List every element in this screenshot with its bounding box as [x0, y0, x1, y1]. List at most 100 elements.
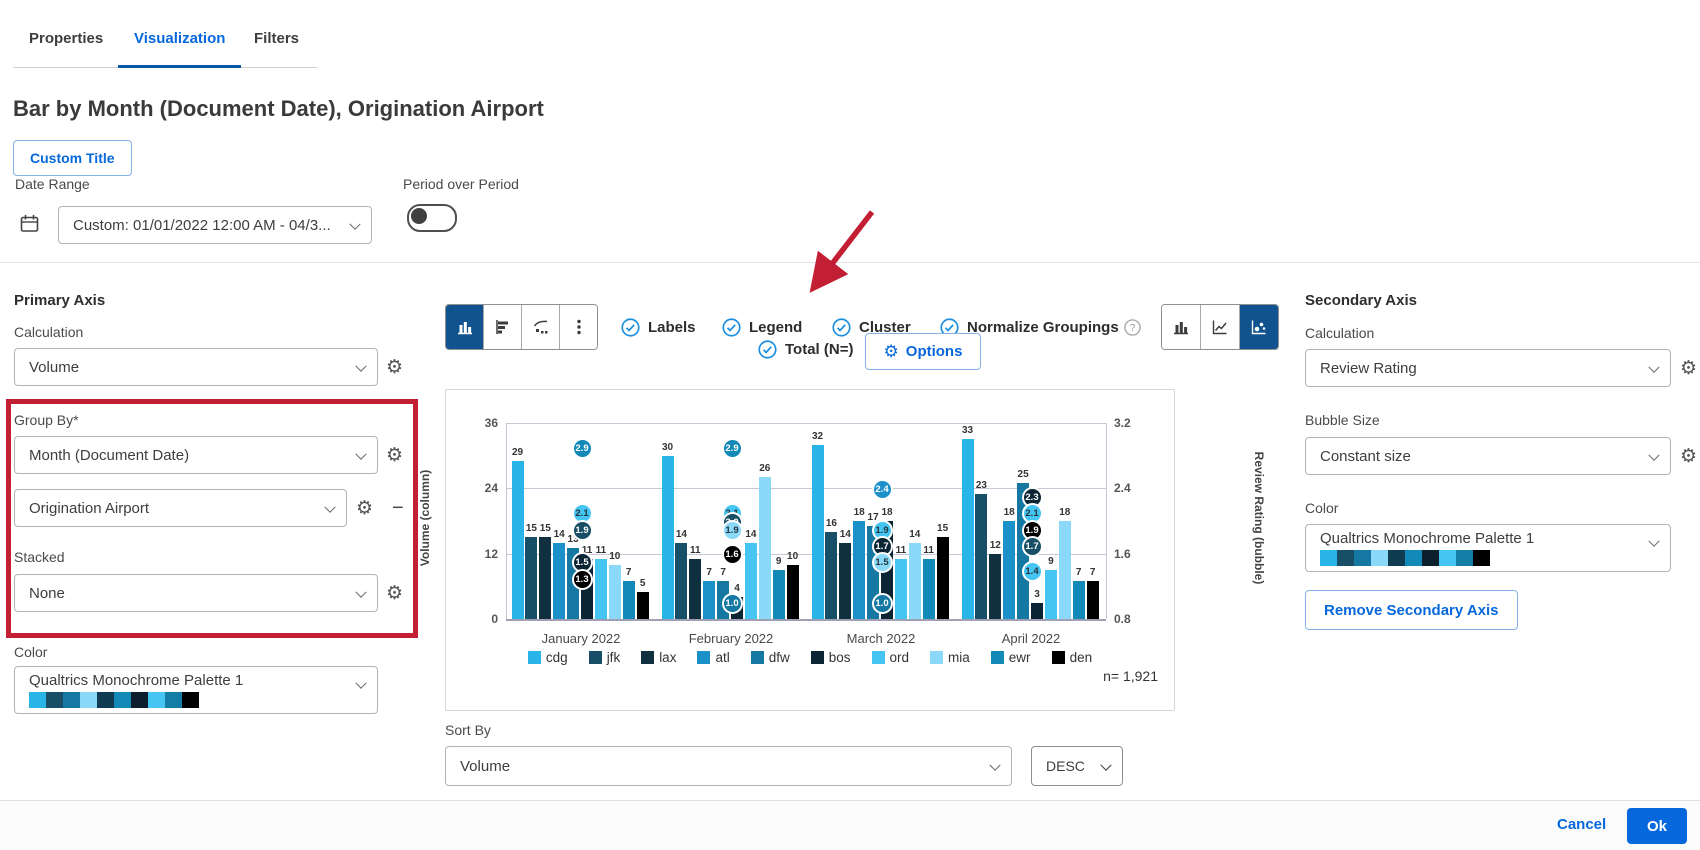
bar-ord[interactable] — [1044, 570, 1057, 619]
bar-mia[interactable] — [758, 477, 771, 619]
calendar-icon[interactable] — [19, 213, 40, 239]
bubble-size-gear-icon[interactable]: ⚙ — [1680, 446, 1698, 467]
bubble[interactable]: 1.6 — [721, 544, 743, 566]
group-by-2-gear-icon[interactable]: ⚙ — [356, 498, 374, 519]
primary-color-value: Qualtrics Monochrome Palette 1 — [29, 672, 244, 689]
cluster-checkbox[interactable]: Cluster — [832, 318, 911, 337]
bar-ewr[interactable] — [622, 580, 635, 619]
bar-lax[interactable] — [839, 542, 852, 619]
secondary-color-dropdown[interactable]: Qualtrics Monochrome Palette 1 — [1305, 524, 1671, 572]
bar-cdg[interactable] — [961, 439, 974, 619]
bar-lax[interactable] — [689, 559, 702, 619]
bar-lax[interactable] — [989, 553, 1002, 619]
bar-jfk[interactable] — [825, 531, 838, 619]
y-axis-tick: 0 — [491, 612, 498, 626]
horizontal-bar-chart-button[interactable] — [484, 305, 522, 349]
bubble[interactable]: 2.9 — [721, 438, 743, 459]
bubble-size-dropdown[interactable]: Constant size — [1305, 437, 1671, 475]
labels-checkbox[interactable]: Labels — [621, 318, 696, 337]
bar-den[interactable] — [936, 537, 949, 619]
bubble[interactable]: 1.3 — [571, 568, 593, 590]
combo-chart-button[interactable] — [522, 305, 560, 349]
bar-jfk[interactable] — [975, 493, 988, 619]
tab-properties[interactable]: Properties — [29, 30, 104, 47]
legend-item[interactable]: cdg — [527, 650, 568, 665]
more-chart-types-button[interactable] — [560, 305, 597, 349]
bar-atl[interactable] — [853, 521, 866, 619]
group-by-dropdown-1[interactable]: Month (Document Date) — [14, 436, 378, 474]
bar-mia[interactable] — [1058, 521, 1071, 619]
secondary-column-chart-button[interactable] — [1162, 305, 1201, 349]
bar-ord[interactable] — [594, 559, 607, 619]
bubble[interactable]: 1.4 — [1021, 560, 1043, 582]
stacked-gear-icon[interactable]: ⚙ — [386, 583, 404, 604]
secondary-calculation-dropdown[interactable]: Review Rating — [1305, 349, 1671, 387]
bar-den[interactable] — [786, 564, 799, 619]
check-circle-icon — [940, 318, 959, 337]
custom-title-button[interactable]: Custom Title — [13, 140, 132, 176]
bubble[interactable]: 1.7 — [1021, 536, 1043, 557]
legend-item[interactable]: atl — [697, 650, 730, 665]
legend-item[interactable]: ewr — [990, 650, 1031, 665]
normalize-groupings-checkbox[interactable]: Normalize Groupings — [940, 318, 1119, 337]
bubble[interactable]: 1.9 — [721, 519, 743, 541]
bar-lax[interactable] — [539, 537, 552, 619]
bar-mia[interactable] — [608, 564, 621, 619]
bar-den[interactable] — [636, 591, 649, 619]
legend-item[interactable]: lax — [641, 650, 676, 665]
options-button[interactable]: ⚙ Options — [865, 333, 981, 370]
bar-ewr[interactable] — [922, 559, 935, 619]
bar-atl[interactable] — [1003, 521, 1016, 619]
bar-atl[interactable] — [553, 542, 566, 619]
cancel-button[interactable]: Cancel — [1557, 816, 1607, 833]
bubble[interactable]: 2.1 — [571, 503, 593, 525]
legend-item[interactable]: den — [1051, 650, 1092, 665]
secondary-calculation-gear-icon[interactable]: ⚙ — [1680, 358, 1698, 379]
legend-item[interactable]: jfk — [588, 650, 620, 665]
tab-filters[interactable]: Filters — [254, 30, 300, 47]
tab-visualization[interactable]: Visualization — [134, 30, 226, 47]
date-range-dropdown[interactable]: Custom: 01/01/2022 12:00 AM - 04/3... — [58, 206, 372, 244]
bar-jfk[interactable] — [525, 537, 538, 619]
primary-color-dropdown[interactable]: Qualtrics Monochrome Palette 1 — [14, 666, 378, 714]
bar-ewr[interactable] — [1072, 580, 1085, 619]
bubble[interactable]: 2.4 — [871, 478, 893, 500]
bar-den[interactable] — [1086, 580, 1099, 619]
bar-mia[interactable] — [908, 542, 921, 619]
remove-group-by-minus-icon[interactable]: − — [392, 497, 404, 519]
bubble[interactable]: 1.0 — [721, 593, 743, 615]
bar-bos[interactable] — [1031, 602, 1043, 619]
bubble[interactable]: 1.5 — [871, 552, 893, 574]
bubble[interactable]: 2.9 — [571, 438, 593, 459]
bar-atl[interactable] — [703, 580, 716, 619]
bubble[interactable]: 1.0 — [871, 593, 893, 615]
primary-calculation-dropdown[interactable]: Volume — [14, 348, 378, 386]
help-icon[interactable]: ? — [1124, 319, 1141, 341]
legend-item[interactable]: bos — [810, 650, 851, 665]
secondary-line-chart-button[interactable] — [1201, 305, 1240, 349]
legend-item[interactable]: mia — [930, 650, 970, 665]
group-by-1-gear-icon[interactable]: ⚙ — [386, 445, 404, 466]
group-by-dropdown-2[interactable]: Origination Airport — [14, 489, 347, 527]
remove-secondary-axis-button[interactable]: Remove Secondary Axis — [1305, 590, 1518, 630]
bar-ord[interactable] — [894, 559, 907, 619]
bar-ewr[interactable] — [772, 570, 785, 619]
legend-checkbox[interactable]: Legend — [722, 318, 802, 337]
bar-cdg[interactable] — [661, 455, 674, 619]
legend-item[interactable]: dfw — [750, 650, 790, 665]
bar-cdg[interactable] — [811, 444, 824, 619]
legend-item[interactable]: ord — [871, 650, 909, 665]
ok-button[interactable]: Ok — [1627, 808, 1687, 844]
bar-jfk[interactable] — [675, 542, 688, 619]
secondary-bubble-chart-button[interactable] — [1240, 305, 1278, 349]
period-over-period-toggle[interactable] — [407, 204, 457, 232]
sort-by-dropdown[interactable]: Volume — [445, 746, 1012, 786]
total-n-checkbox[interactable]: Total (N=) — [758, 340, 853, 359]
bar-cdg[interactable] — [511, 461, 524, 619]
column-chart-button[interactable] — [446, 305, 484, 349]
sort-direction-select[interactable]: DESC — [1031, 746, 1123, 786]
stacked-dropdown[interactable]: None — [14, 574, 378, 612]
primary-calculation-gear-icon[interactable]: ⚙ — [386, 357, 404, 378]
bar-ord[interactable] — [744, 542, 757, 619]
bubble[interactable]: 1.9 — [571, 519, 593, 541]
